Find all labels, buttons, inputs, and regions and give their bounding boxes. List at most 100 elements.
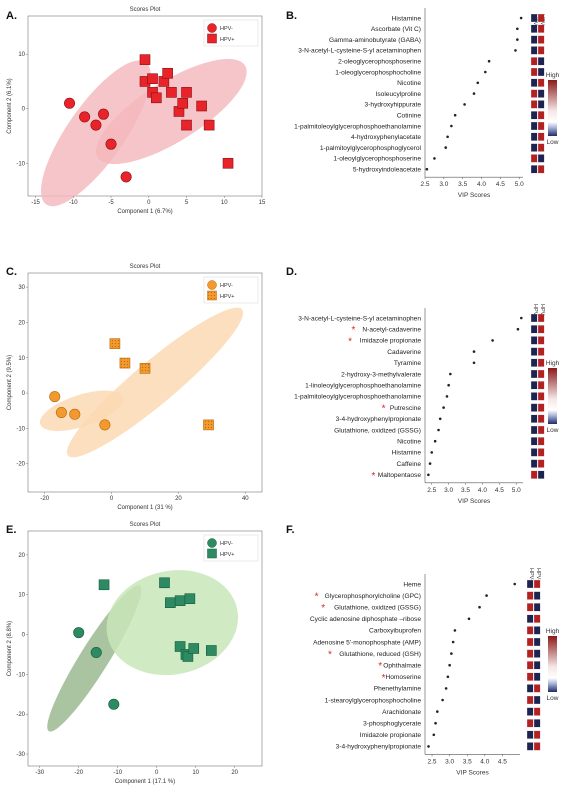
vip-point bbox=[444, 687, 448, 690]
confidence-ellipse-2 bbox=[106, 570, 239, 676]
panel-label-c: C. bbox=[6, 266, 17, 278]
heatmap-cell-pos bbox=[537, 403, 545, 412]
heatmap-col-label-pos: HPV+ bbox=[539, 304, 545, 319]
heatmap-cell-neg bbox=[530, 392, 538, 401]
x-tick-label: 2.5 bbox=[420, 181, 429, 188]
x-tick-label: -20 bbox=[74, 770, 83, 776]
heatmap-cell-pos bbox=[537, 448, 545, 457]
metabolite-label: 1-oleoylglycerophosphoserine bbox=[333, 156, 421, 163]
vip-point bbox=[430, 451, 434, 454]
heatmap-cell-pos bbox=[533, 719, 541, 728]
scores-plot-a: Scores Plot -15 -10 -5 0 5 10 15 -10 0 10 Component… bbox=[7, 7, 266, 215]
legend-label-neg: HPV- bbox=[220, 283, 233, 289]
metabolite-label: 5-hydroxyindoleacetate bbox=[353, 167, 422, 174]
heatmap-cell-pos bbox=[537, 89, 545, 98]
heat-scale-bar bbox=[548, 80, 557, 136]
x-tick-label: 10 bbox=[221, 200, 228, 206]
data-point-hpvpos bbox=[147, 73, 158, 85]
metabolite-label: 3-phosphoglycerate bbox=[363, 721, 421, 728]
data-point-hpvneg bbox=[108, 698, 120, 710]
heatmap-col-label-neg: HPV- bbox=[528, 568, 534, 581]
heatmap-cell-neg bbox=[530, 24, 538, 33]
heatmap-cell-pos bbox=[537, 67, 545, 77]
metabolite-label: 1-oleoglycerophosphocholine bbox=[335, 69, 421, 76]
legend-marker-neg bbox=[207, 23, 217, 33]
metabolite-label: Homoserine bbox=[385, 674, 421, 681]
plot-title: Scores Plot bbox=[130, 264, 161, 270]
heatmap-cell-pos bbox=[537, 154, 545, 163]
y-tick-label: -10 bbox=[16, 161, 25, 167]
data-point-hpvneg bbox=[69, 408, 81, 420]
heatmap-cell-neg bbox=[530, 89, 538, 98]
data-point-hpvneg bbox=[79, 111, 91, 123]
heatmap-cell-neg bbox=[530, 100, 538, 109]
heatmap-cell-pos bbox=[533, 672, 541, 681]
y-tick-label: -10 bbox=[16, 426, 25, 432]
legend-label-pos: HPV+ bbox=[220, 294, 235, 300]
vip-point bbox=[472, 361, 476, 365]
y-tick-label: 10 bbox=[18, 593, 25, 599]
x-tick-label: 3.5 bbox=[458, 181, 467, 188]
heatmap-cell-pos bbox=[537, 459, 545, 468]
heatmap-cell-pos bbox=[533, 603, 541, 612]
x-tick-label: 3.0 bbox=[444, 487, 453, 494]
significance-asterisk: * bbox=[321, 603, 325, 614]
x-tick-label: -15 bbox=[31, 200, 40, 206]
vip-point bbox=[451, 640, 455, 644]
vip-point bbox=[438, 417, 442, 421]
heatmap-cell-neg bbox=[530, 57, 538, 66]
heatmap-cell-neg bbox=[530, 313, 538, 323]
heatmap-cell-neg bbox=[530, 347, 538, 356]
metabolite-label: 1-palmitoleoylglycerophosphoethanolamine bbox=[294, 123, 421, 130]
heatmap-cell-pos bbox=[537, 13, 545, 23]
confidence-ellipse-1 bbox=[40, 60, 151, 207]
confidence-ellipse-2 bbox=[96, 58, 247, 165]
metabolite-label: Isoleucylproline bbox=[376, 91, 422, 98]
heatmap-cell-pos bbox=[533, 695, 541, 705]
x-axis-label: Component 1 (31 %) bbox=[117, 505, 172, 511]
significance-asterisk: * bbox=[315, 592, 319, 603]
heatmap-cell-pos bbox=[533, 730, 541, 739]
metabolite-label: Nicotine bbox=[397, 439, 421, 446]
vip-point bbox=[491, 339, 494, 342]
vip-point bbox=[446, 675, 450, 679]
metabolite-label: Gamma-aminobutyrate (GABA) bbox=[329, 37, 421, 44]
vip-point bbox=[516, 327, 520, 331]
data-point-hpvpos bbox=[206, 645, 217, 656]
vip-plot-d: 2.5 3.0 3.5 4.0 4.5 5.0 VIP Scores HPV- HPV+ 3-N-… bbox=[294, 304, 559, 505]
data-point-hpvneg bbox=[99, 419, 111, 431]
metabolite-label: Glutathione, oxidized (GSSG) bbox=[334, 427, 421, 434]
heatmap-cell-neg bbox=[530, 154, 538, 163]
heatmap-cell-neg bbox=[530, 459, 538, 468]
metabolite-label: Tyramine bbox=[394, 360, 421, 367]
significance-asterisk: * bbox=[351, 325, 355, 336]
vip-point bbox=[485, 594, 488, 597]
significance-asterisk: * bbox=[382, 404, 386, 415]
heatmap-cell-pos bbox=[537, 111, 545, 120]
heat-scale-low-label: Low bbox=[547, 427, 559, 434]
metabolite-label: Nicotine bbox=[397, 80, 421, 87]
x-axis-label: Component 1 (6.7%) bbox=[117, 209, 172, 215]
panel-label-b: B. bbox=[286, 10, 297, 22]
x-tick-label: 3.5 bbox=[461, 487, 470, 494]
heatmap-cell-neg bbox=[526, 661, 534, 670]
metabolite-label: 2-oleoglycerophosphoserine bbox=[338, 59, 421, 66]
vip-point bbox=[427, 473, 430, 477]
data-point-hpvneg bbox=[49, 391, 61, 403]
data-point-hpvpos bbox=[196, 100, 207, 112]
vip-point bbox=[478, 605, 481, 609]
heatmap-cell-pos bbox=[533, 626, 541, 635]
heatmap-cell-neg bbox=[530, 78, 538, 87]
x-tick-label: -20 bbox=[40, 496, 49, 502]
legend-label-neg: HPV- bbox=[220, 26, 233, 32]
heatmap-cell-neg bbox=[530, 143, 538, 152]
heatmap-cell-neg bbox=[526, 672, 534, 681]
x-tick-label: 0 bbox=[155, 770, 159, 776]
legend-label-neg: HPV- bbox=[220, 541, 233, 547]
vip-point bbox=[433, 157, 436, 160]
data-point-hpvneg bbox=[64, 97, 76, 109]
data-point-hpvneg bbox=[105, 138, 117, 150]
data-point-hpvpos bbox=[139, 363, 151, 374]
